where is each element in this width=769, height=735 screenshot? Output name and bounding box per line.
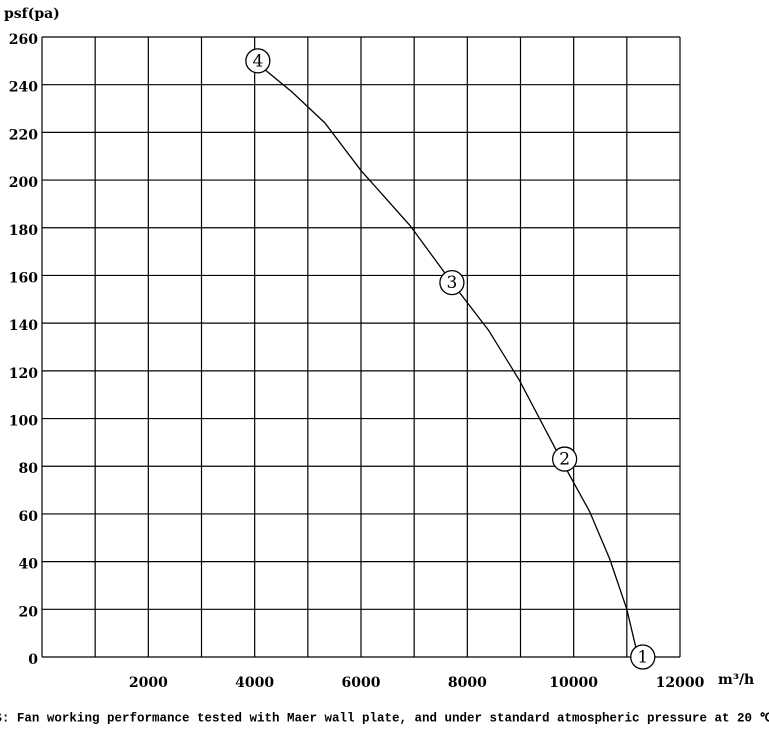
y-tick-label: 60 (19, 509, 39, 525)
y-tick-label: 160 (9, 270, 38, 286)
x-tick-label: 8000 (448, 675, 487, 691)
x-tick-label: 2000 (129, 675, 168, 691)
y-tick-label: 0 (28, 652, 38, 668)
point-marker (551, 446, 578, 472)
point-marker (439, 269, 465, 296)
y-tick-label: 100 (9, 414, 38, 430)
y-tick-label: 260 (9, 32, 38, 48)
point-label: 3 (447, 273, 458, 293)
x-tick-label: 10000 (549, 675, 598, 691)
y-tick-label: 120 (9, 366, 38, 382)
y-tick-label: 220 (9, 127, 38, 143)
x-tick-label: 6000 (342, 675, 381, 691)
point-marker (245, 48, 271, 74)
x-axis-label: m³/h (718, 672, 754, 688)
y-tick-label: 200 (9, 175, 38, 191)
curve (259, 65, 638, 650)
y-axis-label: psf(pa) (4, 6, 60, 22)
y-tick-label: 40 (19, 557, 39, 573)
y-tick-label: 140 (9, 318, 38, 334)
x-tick-label: 4000 (235, 675, 274, 691)
point-label: 4 (252, 51, 263, 71)
y-tick-label: 240 (9, 80, 38, 96)
y-tick-label: 80 (19, 461, 39, 477)
point-label: 2 (559, 450, 570, 470)
point-marker (630, 644, 656, 670)
point-label: 1 (637, 648, 648, 668)
footnote: PS: Fan working performance tested with … (0, 711, 769, 725)
x-tick-label: 12000 (656, 675, 705, 691)
y-tick-label: 20 (19, 604, 39, 620)
y-tick-label: 180 (9, 223, 38, 239)
